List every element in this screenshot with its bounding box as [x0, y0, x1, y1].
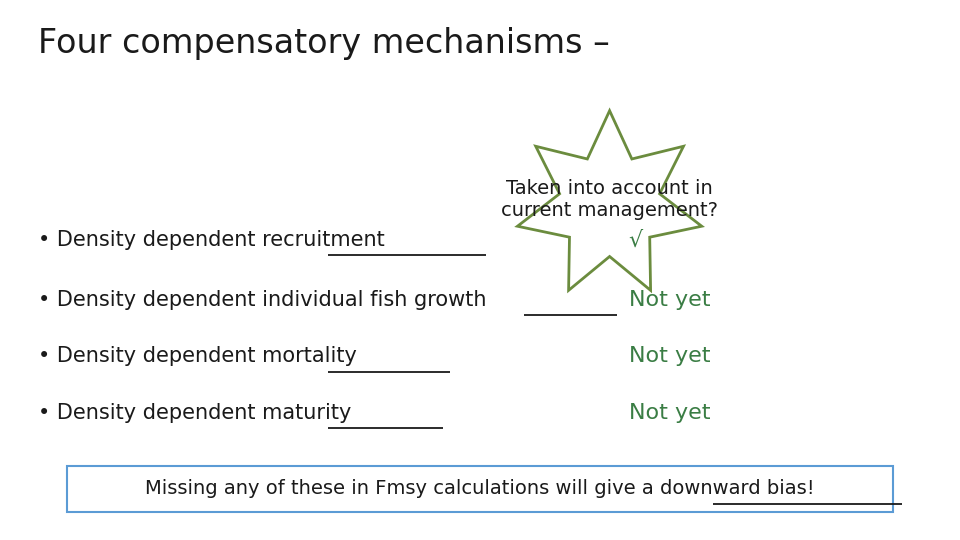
Text: • Density dependent individual fish growth: • Density dependent individual fish grow…	[38, 289, 487, 310]
Text: • Density dependent mortality: • Density dependent mortality	[38, 346, 357, 367]
Text: Not yet: Not yet	[629, 289, 710, 310]
Text: Four compensatory mechanisms –: Four compensatory mechanisms –	[38, 27, 611, 60]
Text: • Density dependent maturity: • Density dependent maturity	[38, 403, 351, 423]
Text: Taken into account in
current management?: Taken into account in current management…	[501, 179, 718, 220]
Text: √: √	[629, 230, 643, 251]
Text: Missing any of these in Fmsy calculations will give a downward bias!: Missing any of these in Fmsy calculation…	[145, 479, 815, 498]
Text: • Density dependent recruitment: • Density dependent recruitment	[38, 230, 385, 251]
Text: Not yet: Not yet	[629, 346, 710, 367]
Text: Not yet: Not yet	[629, 403, 710, 423]
